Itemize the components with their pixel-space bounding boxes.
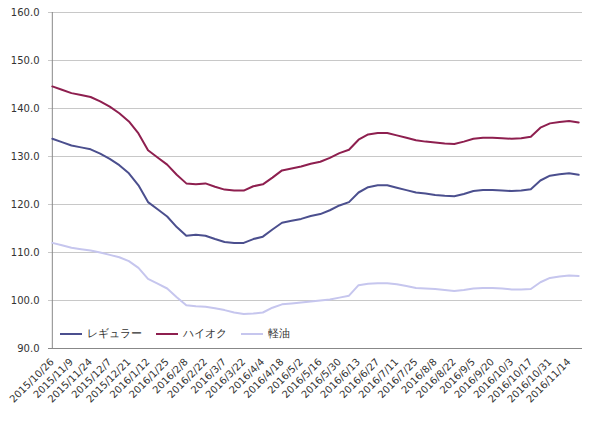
svg-text:2016/4/18: 2016/4/18 <box>241 356 286 401</box>
svg-text:2016/9/5: 2016/9/5 <box>437 356 478 396</box>
svg-text:150.0: 150.0 <box>11 55 40 66</box>
svg-text:2016/2/8: 2016/2/8 <box>150 356 190 396</box>
svg-text:2016/10/31: 2016/10/31 <box>505 356 554 405</box>
svg-text:2016/4/4: 2016/4/4 <box>227 356 267 396</box>
svg-text:2015/10/26: 2015/10/26 <box>7 356 56 405</box>
svg-text:2016/5/16: 2016/5/16 <box>279 356 324 401</box>
svg-text:2016/8/22: 2016/8/22 <box>413 356 458 401</box>
svg-text:2016/1/12: 2016/1/12 <box>107 356 152 401</box>
svg-text:2016/5/30: 2016/5/30 <box>299 356 344 401</box>
svg-text:2016/8/8: 2016/8/8 <box>399 356 439 396</box>
svg-text:2016/6/13: 2016/6/13 <box>318 356 363 401</box>
svg-text:110.0: 110.0 <box>11 247 40 258</box>
svg-text:2015/12/7: 2015/12/7 <box>69 356 114 401</box>
svg-text:2016/1/25: 2016/1/25 <box>126 356 171 401</box>
svg-text:2016/2/22: 2016/2/22 <box>165 356 210 401</box>
html-text:レギュラー: レギュラー <box>87 327 142 340</box>
svg-text:2016/6/27: 2016/6/27 <box>337 356 382 401</box>
svg-text:2016/10/17: 2016/10/17 <box>486 356 535 405</box>
svg-text:100.0: 100.0 <box>11 295 40 306</box>
svg-text:130.0: 130.0 <box>11 151 40 162</box>
html-text:ハイオク: ハイオク <box>183 327 227 340</box>
html-text:軽油: 軽油 <box>268 327 290 340</box>
svg-text:2016/7/25: 2016/7/25 <box>375 356 420 401</box>
svg-text:2016/11/14: 2016/11/14 <box>524 356 573 405</box>
svg-text:2015/11/24: 2015/11/24 <box>45 356 95 405</box>
svg-text:120.0: 120.0 <box>11 199 40 210</box>
svg-text:2015/12/21: 2015/12/21 <box>84 356 133 405</box>
svg-text:2016/9/20: 2016/9/20 <box>452 356 497 401</box>
svg-text:2015/11/9: 2015/11/9 <box>31 356 76 401</box>
svg-text:2016/3/22: 2016/3/22 <box>203 356 248 401</box>
svg-text:90.0: 90.0 <box>17 343 39 354</box>
svg-text:2016/5/2: 2016/5/2 <box>265 356 305 396</box>
svg-text:2016/10/3: 2016/10/3 <box>471 356 516 401</box>
svg-text:140.0: 140.0 <box>11 103 40 114</box>
svg-text:2016/3/7: 2016/3/7 <box>188 356 229 396</box>
svg-text:160.0: 160.0 <box>11 7 40 18</box>
svg-text:2016/7/11: 2016/7/11 <box>356 356 401 401</box>
